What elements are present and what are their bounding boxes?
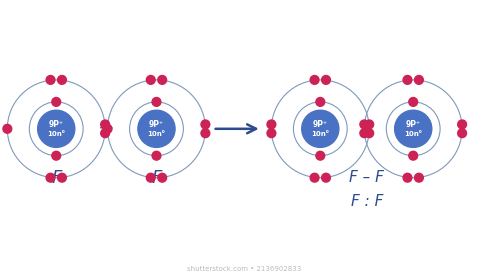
Ellipse shape	[408, 151, 417, 160]
Ellipse shape	[414, 76, 423, 84]
Ellipse shape	[414, 173, 423, 182]
Ellipse shape	[402, 173, 411, 182]
Ellipse shape	[46, 173, 55, 182]
Text: shutterstock.com • 2136902833: shutterstock.com • 2136902833	[187, 266, 301, 272]
Text: 10n⁰: 10n⁰	[311, 131, 328, 137]
Ellipse shape	[152, 151, 161, 160]
Ellipse shape	[321, 76, 330, 84]
Ellipse shape	[266, 129, 275, 137]
Text: 9P⁺: 9P⁺	[49, 120, 63, 129]
Text: 9P⁺: 9P⁺	[312, 120, 327, 129]
Text: 10n⁰: 10n⁰	[147, 131, 165, 137]
Text: 10n⁰: 10n⁰	[404, 131, 421, 137]
Ellipse shape	[138, 110, 175, 147]
Ellipse shape	[103, 124, 112, 133]
Text: F : F: F : F	[350, 194, 382, 209]
Ellipse shape	[101, 120, 109, 129]
Ellipse shape	[46, 76, 55, 84]
Ellipse shape	[359, 129, 368, 137]
Ellipse shape	[309, 76, 318, 84]
Ellipse shape	[58, 173, 66, 182]
Text: +: +	[98, 119, 114, 138]
Ellipse shape	[266, 120, 275, 129]
Text: F: F	[51, 169, 61, 187]
Ellipse shape	[408, 97, 417, 106]
Ellipse shape	[321, 173, 330, 182]
Ellipse shape	[359, 120, 368, 129]
Ellipse shape	[364, 129, 373, 137]
Text: F: F	[151, 169, 162, 187]
Ellipse shape	[146, 173, 155, 182]
Ellipse shape	[101, 129, 109, 137]
Ellipse shape	[402, 76, 411, 84]
Ellipse shape	[394, 110, 431, 147]
Ellipse shape	[457, 129, 466, 137]
Text: 9P⁺: 9P⁺	[405, 120, 420, 129]
Text: 9P⁺: 9P⁺	[149, 120, 163, 129]
Ellipse shape	[146, 76, 155, 84]
Ellipse shape	[201, 129, 209, 137]
Ellipse shape	[201, 120, 209, 129]
Ellipse shape	[315, 97, 324, 106]
Ellipse shape	[3, 124, 12, 133]
Ellipse shape	[158, 173, 166, 182]
Ellipse shape	[52, 97, 61, 106]
Ellipse shape	[309, 173, 318, 182]
Ellipse shape	[152, 97, 161, 106]
Ellipse shape	[38, 110, 75, 147]
Ellipse shape	[457, 120, 466, 129]
Text: 10n⁰: 10n⁰	[47, 131, 65, 137]
Ellipse shape	[58, 76, 66, 84]
Ellipse shape	[315, 151, 324, 160]
Ellipse shape	[364, 120, 373, 129]
Ellipse shape	[301, 110, 338, 147]
Ellipse shape	[52, 151, 61, 160]
Text: F – F: F – F	[348, 170, 384, 185]
Ellipse shape	[158, 76, 166, 84]
